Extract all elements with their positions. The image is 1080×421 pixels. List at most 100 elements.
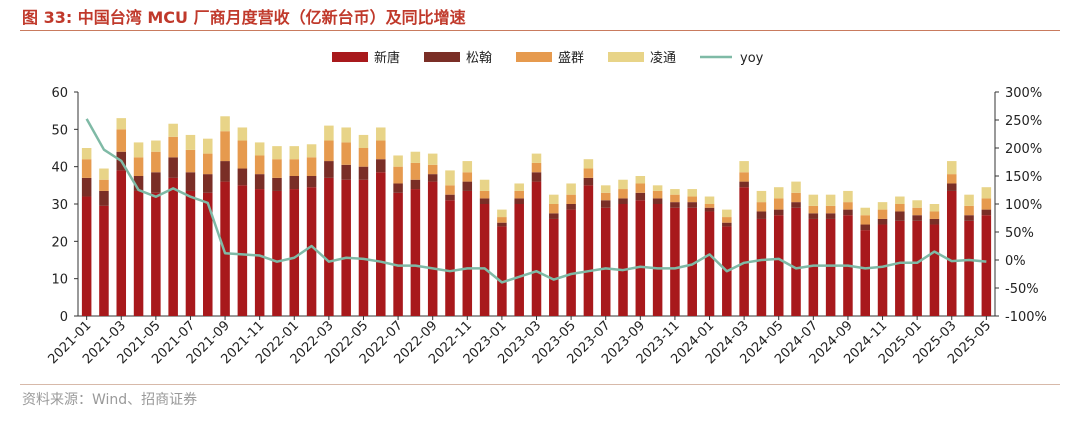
bar-盛群 (739, 172, 749, 182)
bar-新唐 (704, 211, 715, 316)
y-right-tick-label: 150% (1005, 170, 1042, 185)
bar-松翰 (479, 198, 490, 204)
bar-新唐 (929, 224, 940, 316)
bar-盛群 (203, 153, 213, 175)
bar-凌通 (704, 196, 715, 204)
bar-凌通 (843, 190, 853, 203)
bar-盛群 (462, 172, 473, 182)
bar-凌通 (254, 142, 265, 156)
bar-松翰 (203, 174, 213, 193)
bar-松翰 (427, 174, 438, 182)
bar-新唐 (514, 204, 524, 316)
bar-松翰 (410, 179, 421, 190)
bar-新唐 (912, 220, 922, 316)
bar-盛群 (583, 168, 594, 178)
bar-松翰 (185, 172, 196, 191)
y-left-tick-label: 0 (60, 310, 68, 325)
bar-新唐 (583, 185, 594, 316)
bar-盛群 (549, 204, 559, 214)
bar-盛群 (600, 192, 611, 201)
bar-松翰 (912, 215, 922, 221)
bar-盛群 (237, 140, 248, 169)
bar-盛群 (531, 162, 542, 173)
bar-凌通 (618, 179, 628, 190)
bar-盛群 (272, 159, 282, 178)
bar-松翰 (254, 174, 265, 190)
bar-凌通 (358, 134, 369, 148)
bar-凌通 (531, 153, 542, 163)
bar-盛群 (635, 183, 646, 193)
bar-series (81, 116, 992, 316)
bar-新唐 (895, 220, 905, 316)
bar-松翰 (704, 207, 715, 212)
bar-凌通 (479, 179, 490, 191)
bar-凌通 (445, 170, 455, 186)
bar-凌通 (133, 142, 144, 158)
bar-新唐 (739, 187, 749, 316)
bar-盛群 (410, 162, 421, 180)
bar-盛群 (116, 129, 127, 152)
bar-盛群 (895, 204, 905, 212)
bar-凌通 (566, 183, 576, 195)
bar-盛群 (497, 217, 507, 223)
bar-凌通 (860, 207, 870, 216)
bar-凌通 (462, 161, 473, 173)
bar-新唐 (203, 192, 213, 316)
bar-盛群 (445, 185, 455, 195)
bar-松翰 (618, 198, 628, 204)
bar-新唐 (324, 177, 334, 316)
figure-title: 图 33: 中国台湾 MCU 厂商月度营收（亿新台币）及同比增速 (22, 8, 466, 27)
bar-新唐 (981, 215, 992, 316)
bar-新唐 (618, 204, 628, 316)
bar-凌通 (514, 183, 524, 191)
bar-盛群 (756, 202, 767, 212)
bar-凌通 (272, 146, 282, 160)
bar-盛群 (964, 205, 974, 216)
y-left-tick-label: 10 (51, 273, 68, 288)
bar-盛群 (981, 198, 992, 210)
bar-松翰 (272, 177, 282, 191)
y-right-tick-label: -50% (1005, 282, 1039, 297)
bar-松翰 (877, 218, 888, 225)
bar-新唐 (254, 189, 265, 316)
bar-新唐 (272, 190, 282, 316)
bar-新唐 (877, 224, 888, 316)
bar-凌通 (549, 194, 559, 204)
bar-盛群 (912, 207, 922, 216)
bar-松翰 (825, 213, 836, 219)
y-right-tick-label: 0% (1005, 254, 1026, 269)
bar-松翰 (860, 224, 870, 231)
legend-label-凌通: 凌通 (650, 51, 676, 66)
bar-凌通 (739, 161, 749, 173)
bar-新唐 (566, 209, 576, 316)
bar-盛群 (946, 174, 957, 184)
bar-松翰 (99, 190, 109, 206)
bar-新唐 (964, 220, 974, 316)
bar-松翰 (393, 183, 403, 193)
bar-新唐 (185, 190, 196, 316)
bar-盛群 (773, 198, 784, 210)
bar-盛群 (99, 179, 109, 191)
bar-凌通 (376, 127, 386, 141)
bar-凌通 (964, 194, 974, 206)
bar-凌通 (306, 144, 317, 158)
bar-松翰 (687, 202, 697, 208)
bar-凌通 (946, 161, 957, 175)
bar-凌通 (497, 209, 507, 218)
bar-盛群 (514, 190, 524, 199)
y-left-tick-label: 60 (51, 86, 68, 101)
bar-盛群 (254, 155, 265, 175)
bar-松翰 (773, 209, 784, 216)
bar-凌通 (237, 127, 248, 141)
bar-凌通 (808, 194, 819, 206)
bar-松翰 (895, 211, 905, 221)
bar-盛群 (168, 136, 178, 158)
bar-新唐 (445, 200, 455, 316)
bar-新唐 (99, 205, 109, 316)
x-axis-tick-labels: 2021-012021-032021-052021-072021-092021-… (45, 316, 994, 367)
bar-新唐 (462, 190, 473, 316)
bar-凌通 (981, 187, 992, 199)
bar-盛群 (393, 166, 403, 184)
bar-松翰 (220, 161, 230, 182)
